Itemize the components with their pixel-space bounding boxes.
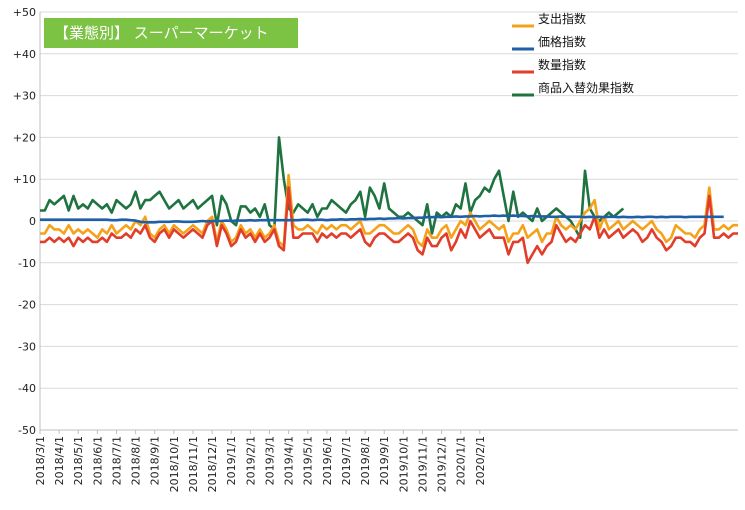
x-tick-label: 2018/12/1 <box>206 436 219 492</box>
x-tick-label: 2020/2/1 <box>474 436 487 485</box>
x-tick-label: 2018/4/1 <box>53 436 66 485</box>
x-tick-label: 2018/8/1 <box>130 436 143 485</box>
chart-title-background <box>44 18 298 48</box>
series-line-2 <box>40 186 738 265</box>
x-tick-label: 2019/9/1 <box>378 436 391 485</box>
x-tick-label: 2019/8/1 <box>359 436 372 485</box>
x-tick-label: 2019/2/1 <box>244 436 257 485</box>
x-tick-label: 2019/3/1 <box>263 436 276 485</box>
x-tick-label: 2019/5/1 <box>302 436 315 485</box>
y-tick-label: +40 <box>13 48 36 61</box>
series-line-1 <box>40 214 724 224</box>
y-axis: +50 +40 +30 +20 +10 0 -10 -20 -30 -40 -50 <box>13 6 41 437</box>
x-tick-label: 2020/1/1 <box>455 436 468 485</box>
x-tick-label: 2019/10/1 <box>397 436 410 492</box>
y-tick-label: -40 <box>18 382 36 395</box>
x-tick-label: 2018/11/1 <box>187 436 200 492</box>
series-lines <box>40 136 738 265</box>
y-tick-label: +10 <box>13 173 36 186</box>
y-tick-label: +30 <box>13 90 36 103</box>
x-tick-label: 2019/11/1 <box>416 436 429 492</box>
x-tick-label: 2019/12/1 <box>436 436 449 492</box>
x-tick-label: 2018/6/1 <box>91 436 104 485</box>
y-tick-label: -20 <box>18 299 36 312</box>
chart-title-box: 【業態別】 スーパーマーケット <box>44 18 298 48</box>
y-tick-label: -50 <box>18 424 36 437</box>
legend-label: 商品入替効果指数 <box>538 80 634 95</box>
legend-label: 支出指数 <box>538 11 586 26</box>
x-tick-label: 2019/6/1 <box>321 436 334 485</box>
legend-label: 価格指数 <box>538 34 586 49</box>
y-tick-label: +20 <box>13 131 36 144</box>
series-line-0 <box>40 173 738 248</box>
x-tick-label: 2019/1/1 <box>225 436 238 485</box>
chart-title: 【業態別】 スーパーマーケット <box>54 24 269 42</box>
x-tick-label: 2018/5/1 <box>72 436 85 485</box>
x-tick-label: 2018/9/1 <box>149 436 162 485</box>
y-tick-label: -10 <box>18 257 36 270</box>
y-tick-label: +50 <box>13 6 36 19</box>
x-tick-label: 2019/7/1 <box>340 436 353 485</box>
y-tick-label: 0 <box>29 215 36 228</box>
y-tick-label: -30 <box>18 340 36 353</box>
x-tick-label: 2018/10/1 <box>168 436 181 492</box>
legend-label: 数量指数 <box>538 57 586 72</box>
x-tick-label: 2018/3/1 <box>34 436 47 485</box>
x-tick-label: 2018/7/1 <box>110 436 123 485</box>
x-tick-label: 2019/4/1 <box>283 436 296 485</box>
x-axis: 2018/3/1 2018/4/1 2018/5/1 2018/6/1 2018/7/1… <box>34 429 738 492</box>
